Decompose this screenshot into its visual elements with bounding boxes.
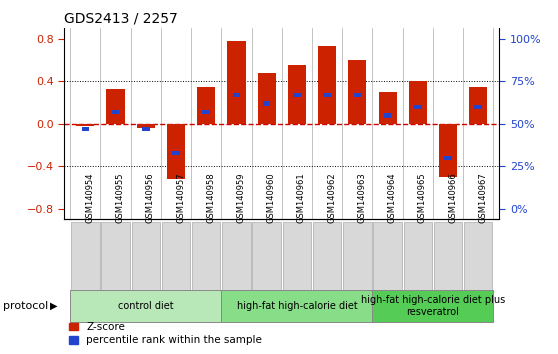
Bar [76, 124, 94, 126]
Bar [192, 222, 220, 290]
Bar [444, 156, 452, 160]
Text: GSM140961: GSM140961 [297, 172, 306, 223]
Bar [434, 222, 462, 290]
Bar [137, 124, 155, 128]
Bar [403, 222, 432, 290]
Bar [408, 81, 427, 124]
Bar [107, 89, 124, 124]
Bar [102, 222, 130, 290]
Bar [228, 41, 246, 124]
Text: GSM140957: GSM140957 [176, 172, 185, 223]
Bar [378, 92, 397, 124]
Text: GSM140954: GSM140954 [85, 172, 94, 223]
Text: GSM140955: GSM140955 [116, 172, 124, 223]
Bar [167, 124, 185, 179]
Text: GSM140964: GSM140964 [388, 172, 397, 223]
Bar [222, 222, 251, 290]
Text: GDS2413 / 2257: GDS2413 / 2257 [64, 12, 178, 26]
Text: GSM140960: GSM140960 [267, 172, 276, 223]
Text: GSM140965: GSM140965 [418, 172, 427, 223]
Bar [162, 222, 190, 290]
Bar [222, 290, 373, 322]
Bar [293, 93, 301, 97]
Text: control diet: control diet [118, 301, 174, 311]
Bar [172, 151, 180, 155]
Text: high-fat high-calorie diet plus
resveratrol: high-fat high-calorie diet plus resverat… [361, 295, 505, 317]
Bar [258, 73, 276, 124]
Bar [323, 93, 331, 97]
Bar [474, 105, 482, 109]
Text: GSM140962: GSM140962 [327, 172, 336, 223]
Bar [132, 222, 160, 290]
Text: ▶: ▶ [50, 301, 57, 311]
Bar [373, 222, 402, 290]
Text: GSM140958: GSM140958 [206, 172, 215, 223]
Bar [288, 65, 306, 124]
Text: protocol: protocol [3, 301, 48, 311]
Text: high-fat high-calorie diet: high-fat high-calorie diet [237, 301, 357, 311]
Legend: Z-score, percentile rank within the sample: Z-score, percentile rank within the samp… [69, 322, 262, 345]
Bar [71, 222, 99, 290]
Bar [283, 222, 311, 290]
Bar [348, 60, 367, 124]
Bar [318, 46, 336, 124]
Bar [70, 290, 222, 322]
Bar [373, 290, 493, 322]
Bar [81, 127, 89, 131]
Bar [112, 110, 119, 114]
Text: GSM140963: GSM140963 [357, 172, 367, 223]
Bar [252, 222, 281, 290]
Bar [263, 101, 271, 105]
Bar [142, 127, 150, 131]
Text: GSM140959: GSM140959 [237, 172, 246, 223]
Bar [233, 93, 240, 97]
Bar [469, 87, 487, 124]
Bar [197, 87, 215, 124]
Bar [313, 222, 341, 290]
Bar [414, 105, 422, 109]
Bar [354, 93, 361, 97]
Text: GSM140966: GSM140966 [448, 172, 457, 223]
Text: GSM140967: GSM140967 [478, 172, 487, 223]
Bar [384, 113, 391, 118]
Bar [464, 222, 493, 290]
Text: GSM140956: GSM140956 [146, 172, 155, 223]
Bar [203, 110, 210, 114]
Bar [343, 222, 372, 290]
Bar [439, 124, 457, 177]
